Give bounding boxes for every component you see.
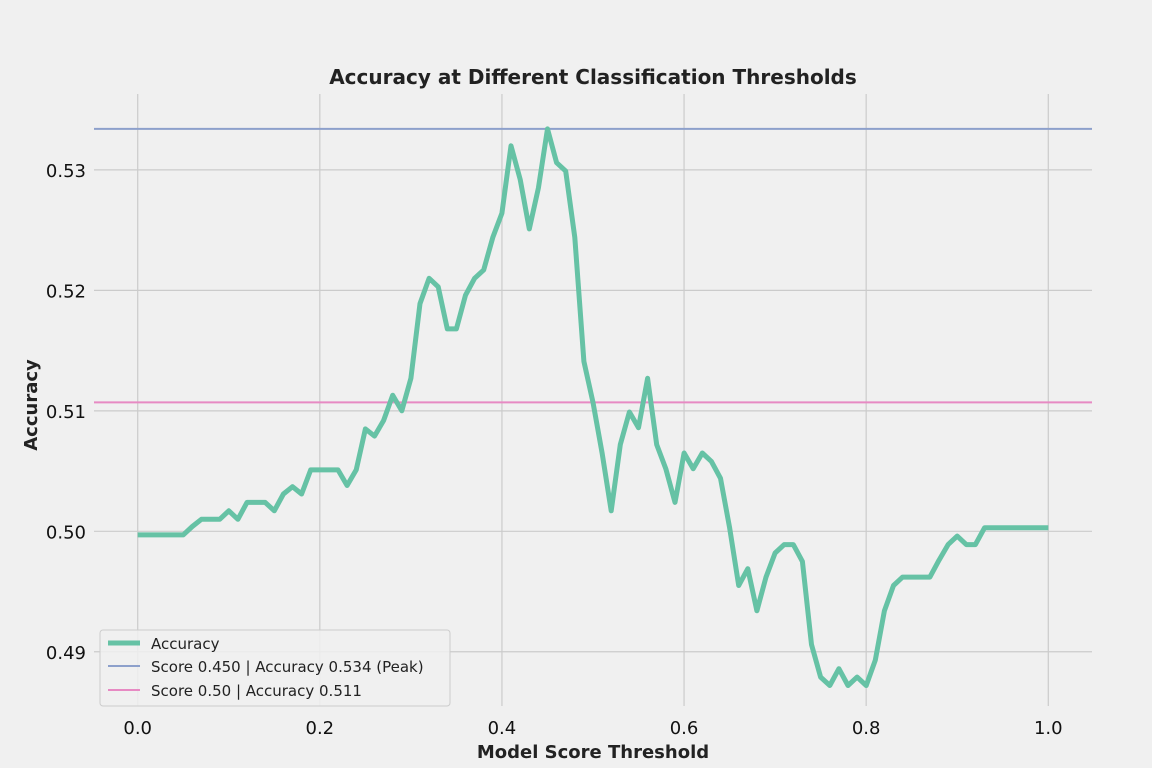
- y-tick-label: 0.49: [46, 643, 86, 664]
- x-tick-label: 1.0: [1034, 718, 1063, 739]
- accuracy-line-layer: [137, 126, 1049, 688]
- legend: Accuracy Score 0.450 | Accuracy 0.534 (P…: [99, 629, 451, 707]
- x-tick-label: 0.6: [670, 718, 699, 739]
- legend-box: [99, 629, 451, 707]
- y-axis-label: Accuracy: [21, 359, 42, 451]
- x-tick-label: 0.2: [306, 718, 335, 739]
- x-tick-label: 0.8: [852, 718, 881, 739]
- legend-label-peak: Score 0.450 | Accuracy 0.534 (Peak): [151, 658, 424, 676]
- y-tick-label: 0.52: [46, 281, 86, 302]
- accuracy-line: [137, 126, 1049, 688]
- x-axis-label: Model Score Threshold: [477, 742, 709, 763]
- x-tick-label: 0.0: [123, 718, 152, 739]
- tick-labels: 0.0 0.2 0.4 0.6 0.8 1.0 0.49 0.50 0.51 0.52 0.53: [46, 161, 1063, 739]
- y-tick-label: 0.51: [46, 402, 86, 423]
- y-tick-label: 0.50: [46, 522, 86, 543]
- legend-label-accuracy: Accuracy: [151, 635, 220, 653]
- x-tick-label: 0.4: [488, 718, 517, 739]
- y-tick-label: 0.53: [46, 161, 86, 182]
- chart-title: Accuracy at Different Classification Thr…: [329, 65, 857, 89]
- legend-label-default: Score 0.50 | Accuracy 0.511: [151, 682, 362, 700]
